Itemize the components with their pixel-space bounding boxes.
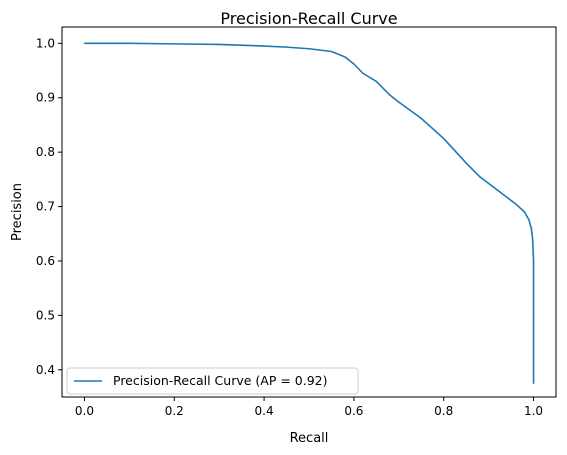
- data-point: [308, 48, 310, 50]
- data-point: [128, 42, 130, 44]
- data-point: [497, 189, 499, 191]
- data-point: [530, 227, 532, 229]
- y-tick-label: 0.5: [36, 308, 55, 322]
- data-point: [528, 219, 530, 221]
- legend-box: [66, 367, 359, 395]
- legend: Precision-Recall Curve (AP = 0.92): [66, 367, 359, 395]
- x-tick-label: 0.0: [75, 404, 94, 418]
- y-tick-label: 0.7: [36, 200, 55, 214]
- data-point: [398, 101, 400, 103]
- x-tick-label: 0.4: [255, 404, 274, 418]
- data-point: [532, 314, 535, 316]
- x-tick-label: 0.8: [434, 404, 453, 418]
- data-point: [218, 43, 220, 46]
- y-tick-label: 0.4: [36, 363, 55, 377]
- data-point: [479, 176, 481, 178]
- y-axis-label: Precision: [10, 183, 25, 241]
- series-line-0: [84, 42, 535, 384]
- data-point: [389, 94, 391, 96]
- data-point: [443, 137, 445, 140]
- y-tick-label: 1.0: [36, 36, 55, 50]
- legend-entry-label: Precision-Recall Curve (AP = 0.92): [113, 373, 328, 388]
- data-point: [514, 203, 517, 205]
- x-axis-label: Recall: [290, 431, 329, 446]
- data-point: [330, 50, 333, 53]
- plot-frame: [61, 26, 557, 398]
- data-point: [362, 72, 364, 74]
- x-tick-label: 0.2: [165, 404, 184, 418]
- x-tick-label: 1.0: [524, 404, 543, 418]
- y-tick-label: 0.8: [36, 145, 55, 159]
- data-point: [375, 80, 377, 83]
- data-point: [532, 238, 534, 240]
- x-tick-label: 0.6: [344, 404, 363, 418]
- data-point: [532, 260, 535, 262]
- data-point: [83, 42, 86, 44]
- data-point: [523, 211, 526, 213]
- data-point: [532, 382, 535, 384]
- data-point: [173, 43, 175, 45]
- y-tick-label: 0.6: [36, 254, 55, 268]
- data-point: [285, 46, 288, 48]
- data-point: [420, 117, 422, 120]
- series-layer: [83, 42, 535, 384]
- axes: 0.0 0.2 0.4 0.6 0.8 1.0 0.4 0.5 0.6 0.7 0.8 0.9 1.0: [36, 36, 543, 418]
- data-point: [353, 63, 355, 65]
- y-tick-label: 0.9: [36, 91, 55, 105]
- chart-title: Precision-Recall Curve: [220, 9, 397, 28]
- data-point: [263, 45, 265, 47]
- data-point: [344, 56, 346, 58]
- data-point: [465, 162, 467, 164]
